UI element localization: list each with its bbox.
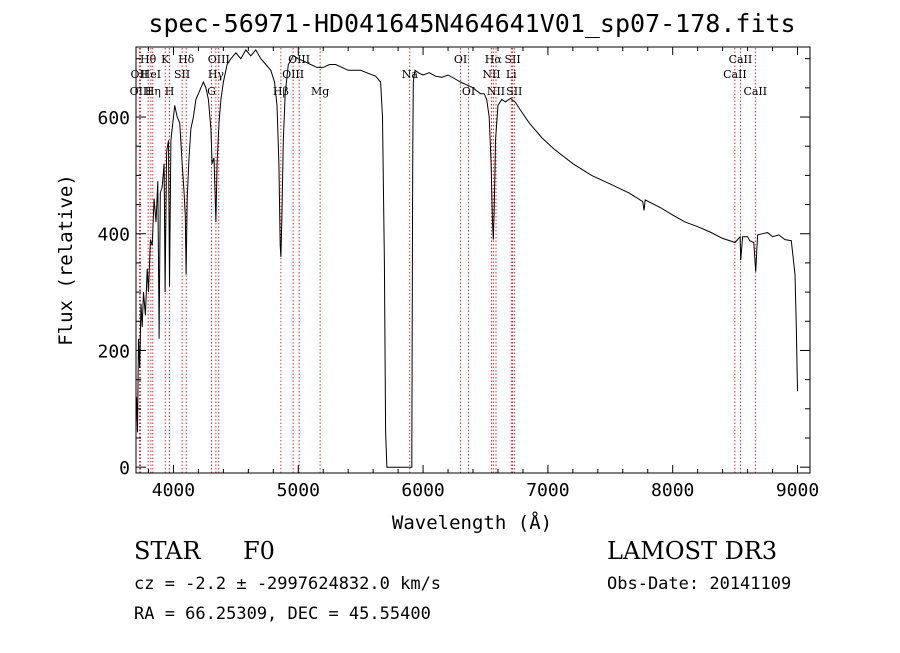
coordinates-text: RA = 66.25309, DEC = 45.55400: [134, 604, 431, 624]
y-axis-label: Flux (relative): [55, 174, 77, 346]
object-subclass: F0: [243, 537, 275, 565]
flux-line: [136, 49, 798, 468]
marker-label-10: Hγ: [208, 68, 225, 81]
y-tick-label-0: 0: [119, 458, 130, 479]
marker-label-22: SII: [504, 53, 520, 66]
x-axis-label: Wavelength (Å): [392, 511, 552, 534]
marker-label-8: Hδ: [178, 53, 195, 66]
x-tick-label-3: 7000: [526, 480, 569, 501]
marker-label-17: OI: [454, 53, 467, 66]
x-tick-label-1: 5000: [277, 480, 320, 501]
x-tick-label-0: 4000: [152, 480, 195, 501]
x-tick-label-4: 8000: [651, 480, 694, 501]
marker-label-6: SII: [174, 68, 190, 81]
marker-label-15: Mg: [311, 85, 329, 98]
marker-label-19: Hα: [485, 53, 503, 66]
marker-label-16: Na: [402, 68, 419, 81]
x-tick-label-5: 9000: [776, 480, 819, 501]
marker-label-26: CaII: [723, 68, 747, 81]
marker-label-13: OIII: [282, 68, 304, 81]
x-tick-label-2: 6000: [401, 480, 444, 501]
marker-label-20: NII: [482, 68, 500, 81]
plot-frame: [135, 46, 811, 474]
y-tick-label-3: 600: [97, 108, 130, 129]
marker-label-27: CaII: [743, 85, 767, 98]
marker-label-18: OI: [462, 85, 475, 98]
marker-label-11: G: [207, 85, 216, 98]
marker-label-7: H: [165, 85, 175, 98]
line-markers: [138, 48, 756, 473]
marker-label-5: K: [161, 53, 170, 66]
y-axis-ticks: 0 200 400 600: [97, 58, 810, 479]
obs-date-text: Obs-Date: 20141109: [607, 574, 791, 594]
marker-label-21: NII: [487, 85, 505, 98]
marker-label-25: CaII: [729, 53, 753, 66]
marker-label-2: Hθ: [140, 53, 157, 66]
marker-label-9: OIII: [208, 53, 230, 66]
x-axis-ticks: 4000 5000 6000 7000 8000 9000: [147, 47, 819, 501]
marker-label-0: OII: [131, 68, 149, 81]
survey-name: LAMOST DR3: [607, 537, 777, 565]
chart-title: spec-56971-HD041645N464641V01_sp07-178.f…: [148, 9, 795, 38]
marker-label-24: SII: [506, 85, 522, 98]
redshift-text: cz = -2.2 ± -2997624832.0 km/s: [134, 574, 441, 594]
object-type: STAR: [134, 537, 201, 565]
y-tick-label-2: 400: [97, 225, 130, 246]
y-tick-label-1: 200: [97, 341, 130, 362]
marker-label-4: Hη: [145, 85, 161, 98]
marker-label-23: Li: [506, 68, 517, 81]
marker-label-3: HeI: [141, 68, 161, 81]
marker-label-1: OIII: [130, 85, 152, 98]
